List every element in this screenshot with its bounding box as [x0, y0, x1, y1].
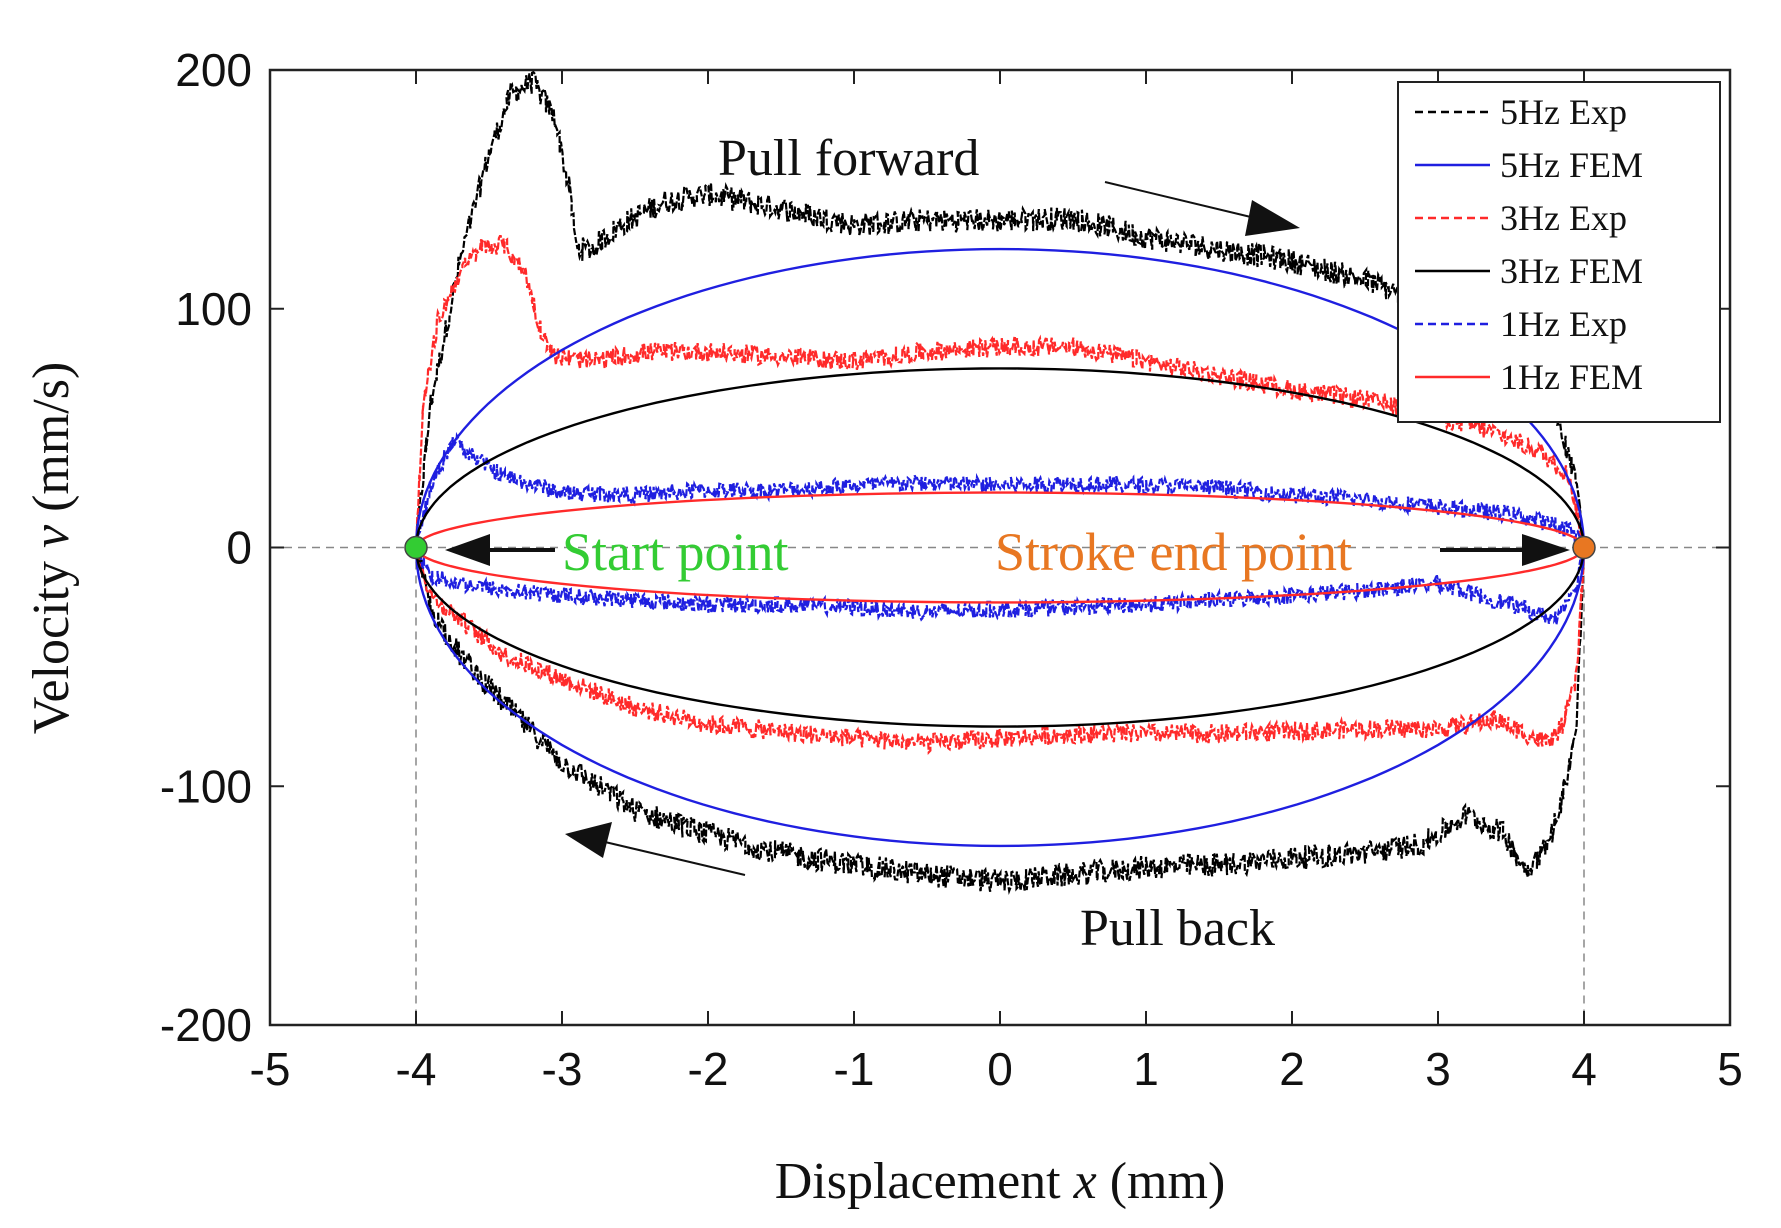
exp-lower-branch: [415, 544, 1586, 625]
exp-upper-branch: [415, 70, 1586, 556]
x-tick-label: -4: [396, 1043, 437, 1095]
start-point-marker: [404, 535, 428, 560]
legend-label: 3Hz Exp: [1500, 198, 1627, 238]
exp-upper-branch: [415, 235, 1586, 546]
x-tick-label: -1: [834, 1043, 875, 1095]
legend-label: 1Hz FEM: [1500, 357, 1643, 397]
point-markers: [404, 535, 1596, 560]
x-axis-label: Displacement x (mm): [775, 1153, 1226, 1210]
x-tick-label: 2: [1279, 1043, 1305, 1095]
axis-ticks: -5 -4 -3 -2 -1 0 1 2 3 4 5 -200 -100 0 100 200: [160, 44, 1743, 1095]
pull-forward-label: Pull forward: [718, 130, 979, 187]
y-tick-label: 200: [175, 44, 252, 96]
x-tick-label: -2: [688, 1043, 729, 1095]
legend-label: 5Hz FEM: [1500, 145, 1643, 185]
legend: 5Hz Exp 5Hz FEM 3Hz Exp 3Hz FEM 1Hz Exp 1Hz F…: [1397, 81, 1721, 423]
start-point-arrow: [445, 534, 555, 566]
start-point-label: Start point: [562, 522, 789, 582]
exp-lower-branch: [414, 541, 1585, 896]
pull-back-label: Pull back: [1080, 900, 1275, 957]
x-tick-label: -3: [542, 1043, 583, 1095]
legend-label: 3Hz FEM: [1500, 251, 1643, 291]
legend-label: 1Hz Exp: [1500, 304, 1627, 344]
exp-lower-branch: [415, 542, 1586, 756]
y-tick-label: 0: [226, 522, 252, 574]
legend-label: 5Hz Exp: [1500, 92, 1627, 132]
y-tick-label: -200: [160, 999, 252, 1051]
series-3hz-exp: [415, 235, 1586, 756]
x-tick-label: 1: [1133, 1043, 1159, 1095]
x-tick-label: 4: [1571, 1043, 1597, 1095]
exp-upper-branch: [414, 431, 1586, 556]
y-tick-label: -100: [160, 760, 252, 812]
pull-forward-arrow: [1104, 181, 1300, 236]
y-tick-label: 100: [175, 283, 252, 335]
stroke-end-arrow: [1440, 534, 1570, 566]
stroke-end-point-marker: [1572, 535, 1596, 560]
y-axis-label: Velocity v (mm/s): [23, 362, 80, 735]
series-5hz-exp: [414, 70, 1586, 896]
x-tick-label: 3: [1425, 1043, 1451, 1095]
x-tick-label: 0: [987, 1043, 1013, 1095]
x-tick-label: 5: [1717, 1043, 1743, 1095]
stroke-end-point-label: Stroke end point: [995, 522, 1352, 582]
x-tick-label: -5: [250, 1043, 291, 1095]
series-1hz-exp: [414, 431, 1586, 625]
legend-box: [1397, 81, 1721, 423]
reference-lines: [270, 546, 1730, 1025]
pull-back-arrow: [565, 822, 746, 876]
